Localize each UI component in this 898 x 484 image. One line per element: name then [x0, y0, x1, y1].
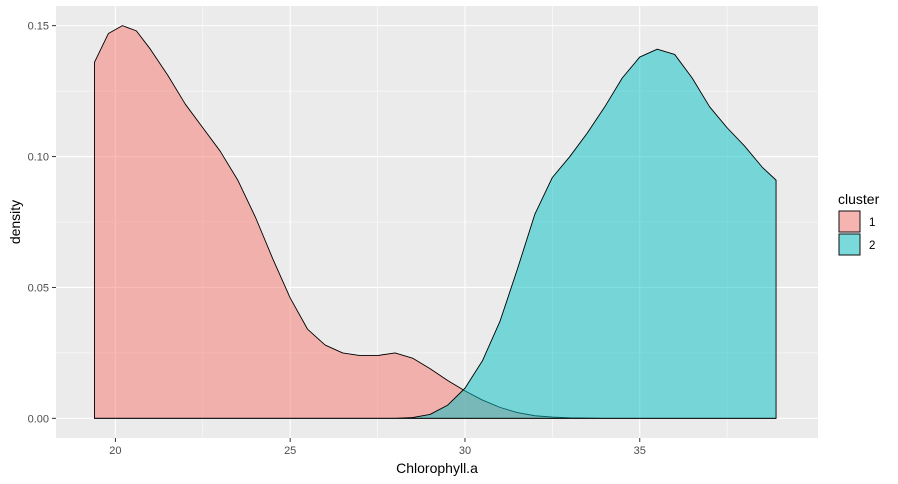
- y-axis: 0.00 0.05 0.10 0.15: [28, 21, 56, 425]
- legend-key-cluster-1: [838, 210, 861, 233]
- legend: cluster 12: [838, 191, 880, 256]
- legend-title: cluster: [838, 191, 880, 207]
- legend-key-cluster-2: [838, 233, 861, 256]
- legend-label-cluster-2: 2: [869, 240, 875, 252]
- legend-items: 12: [838, 210, 875, 256]
- y-tick-label: 0.15: [28, 21, 49, 33]
- x-axis-title: Chlorophyll.a: [396, 460, 478, 476]
- legend-label-cluster-1: 1: [869, 217, 875, 229]
- y-axis-title: density: [7, 200, 23, 244]
- x-axis: 20 25 30 35: [109, 438, 646, 457]
- x-tick-label: 20: [109, 445, 121, 457]
- x-tick-label: 35: [634, 445, 646, 457]
- x-tick-label: 30: [459, 445, 471, 457]
- y-tick-label: 0.05: [28, 282, 49, 294]
- y-tick-label: 0.10: [28, 152, 49, 164]
- density-areas: [94, 25, 777, 419]
- y-tick-label: 0.00: [28, 413, 49, 425]
- x-tick-label: 25: [284, 445, 296, 457]
- density-area-cluster-2: [94, 48, 777, 419]
